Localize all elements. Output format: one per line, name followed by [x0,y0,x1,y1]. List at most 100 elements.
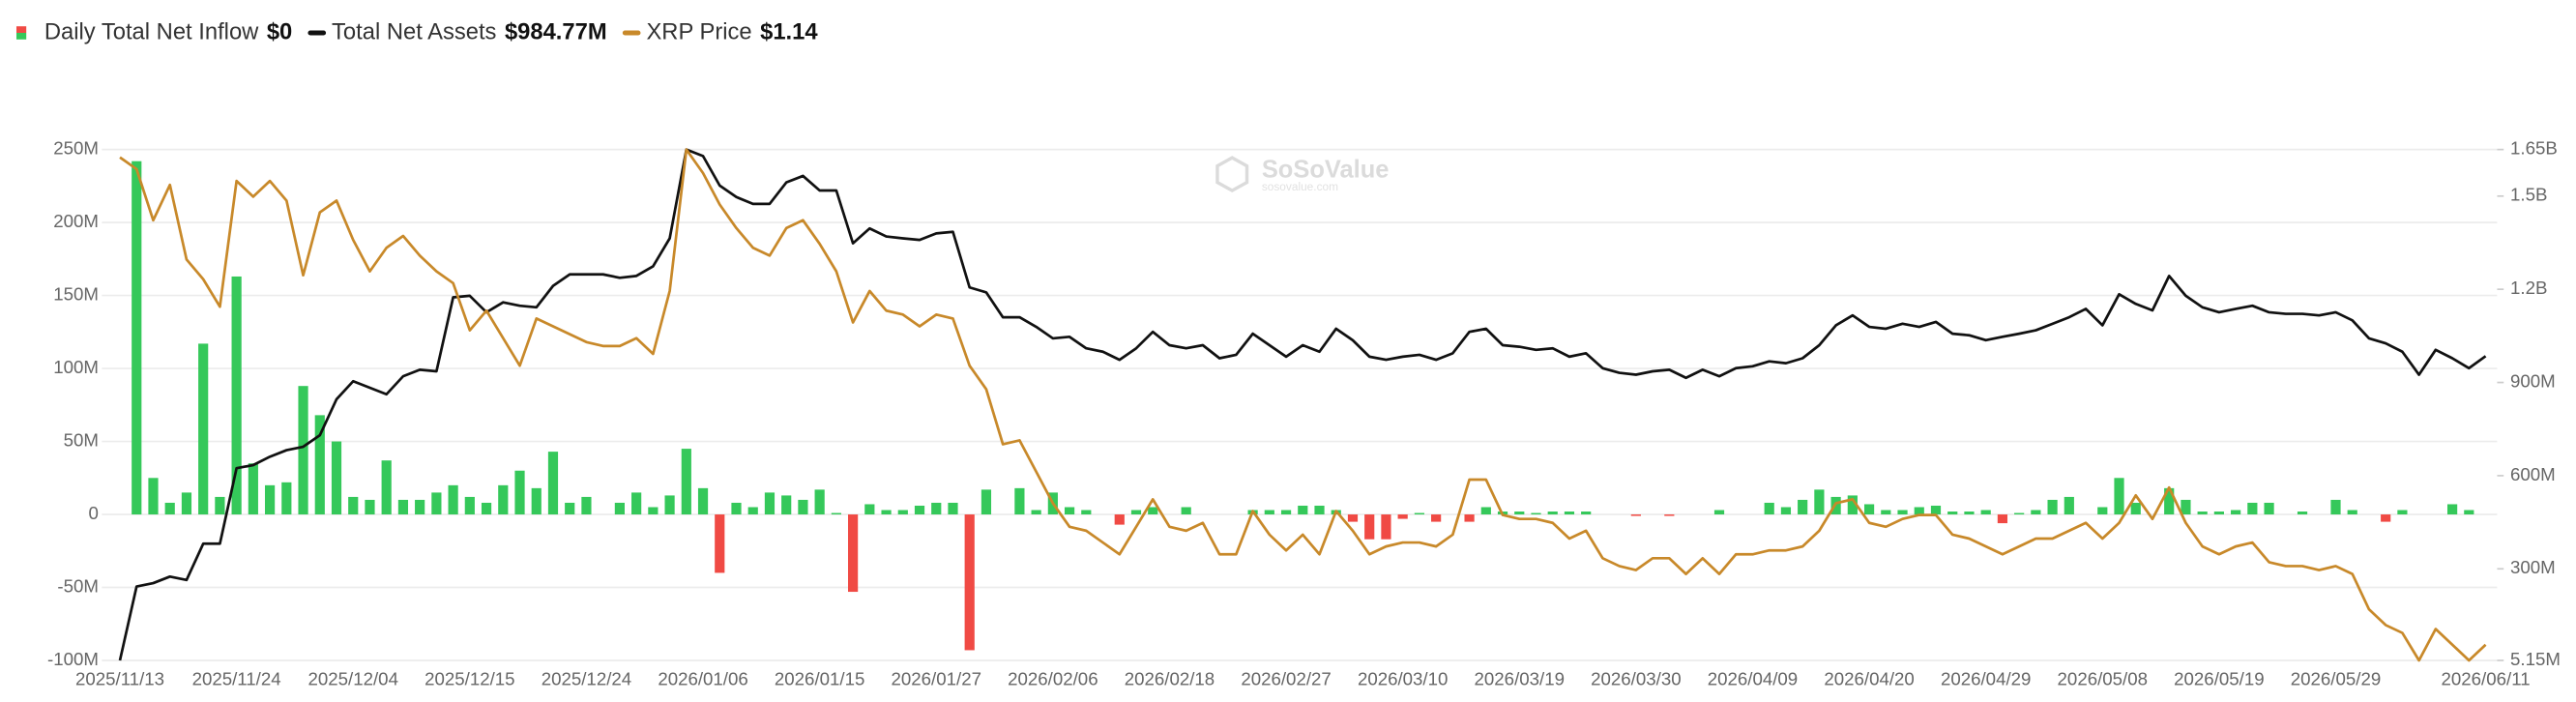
bar [1314,505,1325,515]
bar [747,507,758,515]
y2-tick-label: 300M [2510,557,2556,577]
y-tick-label: 150M [53,284,99,305]
bar [864,504,875,515]
x-tick-label: 2026/01/15 [775,668,864,688]
x-tick-label: 2026/06/11 [2442,668,2531,688]
bar [2464,510,2474,515]
bar [1014,487,1025,515]
bar [1930,505,1942,515]
bar [731,502,742,515]
bar [1564,512,1575,515]
bar [631,492,642,515]
bar [981,489,992,515]
x-tick-label: 2026/04/29 [1941,668,2031,688]
x-tick-label: 2025/11/24 [192,668,281,688]
bar [1664,514,1675,516]
line [118,148,2487,661]
bar [231,276,242,515]
legend-value: $984.77M [505,18,607,44]
bar [1997,514,2008,524]
x-tick-label: 2026/03/10 [1358,668,1448,688]
x-tick-label: 2025/12/15 [424,668,514,688]
bar [331,441,342,515]
legend-value: $0 [267,18,292,44]
bar [415,499,425,515]
bar [2047,499,2058,515]
bar [1031,510,1041,515]
bar [964,514,975,651]
bar [1581,512,1592,515]
bar [132,161,142,515]
bar [2231,510,2241,515]
watermark: SoSoValue sosovalue.com [1215,156,1390,193]
bar [614,502,625,515]
bar [565,502,575,515]
x-tick-label: 2026/04/09 [1708,668,1798,688]
bar [2247,502,2258,515]
bar [281,482,292,515]
bar [1630,514,1641,516]
bar [514,470,525,515]
bar [697,487,709,515]
bar [2264,502,2274,515]
bar [897,510,908,515]
legend-label: Daily Total Net Inflow [44,18,259,44]
x-tick-label: 2026/02/18 [1125,668,1215,688]
legend-icon [15,32,27,40]
bar [2181,499,2191,515]
bar [2097,507,2108,515]
bar [2297,512,2308,515]
x-tick-label: 2026/01/27 [892,668,981,688]
bar [164,502,175,515]
bar [2213,512,2224,515]
bar [2064,496,2074,515]
bar [181,492,192,515]
y-tick-label: 0 [89,503,99,523]
bar [881,510,892,515]
bar [531,487,542,515]
bar [948,502,958,515]
y-tick-label: 100M [53,357,99,377]
watermark-title: SoSoValue [1262,156,1390,183]
bar [1081,510,1092,515]
bar [215,496,225,515]
bar [1064,507,1075,515]
bar [764,492,776,515]
bar [431,492,442,515]
x-tick-label: 2025/12/04 [308,668,398,688]
bar [1863,504,1875,515]
bar [1780,507,1792,515]
bar [2031,510,2041,515]
bar [2447,504,2458,515]
bar [781,495,792,515]
bar [1914,507,1924,515]
bar [547,452,559,515]
x-tick-label: 2026/01/06 [658,668,747,688]
legend-icon [15,26,27,33]
y-tick-label: 50M [64,429,99,450]
watermark-subtitle: sosovalue.com [1262,180,1338,193]
bar [1480,507,1491,515]
y2-tick-label: 900M [2510,370,2556,391]
bar [1464,514,1475,522]
bar [715,514,725,573]
bar [1897,510,1908,515]
y2-tick-label: 1.65B [2510,138,2558,159]
y2-tick-label: 1.5B [2510,185,2547,205]
bar [2014,512,2025,515]
bar [2347,510,2357,515]
bar [1364,514,1375,540]
bar [848,514,859,593]
line [119,148,2487,662]
bar [681,449,691,515]
bar [1414,512,1424,515]
bar [498,484,509,515]
bar [664,495,675,515]
bar [148,478,159,515]
x-tick-label: 2025/11/13 [75,668,164,688]
bar [1847,495,1858,515]
bar [2114,478,2124,515]
bar [2130,502,2141,515]
bar [1764,502,1774,515]
y-tick-label: 200M [53,211,99,231]
